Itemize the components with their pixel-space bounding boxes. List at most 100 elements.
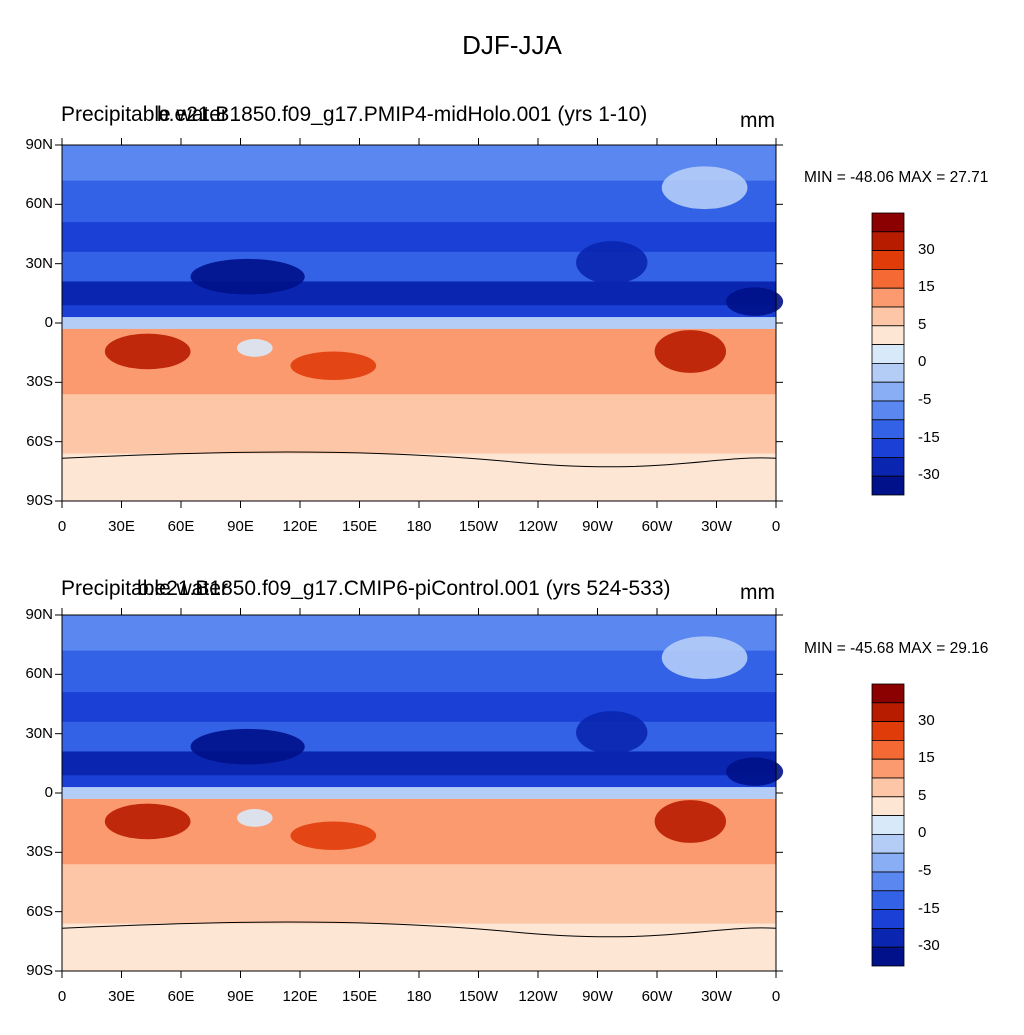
panel-2-units-label: mm	[740, 581, 775, 604]
map-fill-band	[62, 709, 776, 717]
map-fill-band	[62, 721, 776, 729]
map-fill-band	[62, 905, 776, 913]
map-fill-band	[62, 305, 776, 312]
map-fill-band	[62, 311, 776, 318]
colorbar-swatch	[871, 815, 905, 835]
colorbar-swatch	[871, 702, 905, 722]
colorbar-swatch	[871, 456, 905, 477]
map-fill-band	[62, 739, 776, 747]
lon-tick-label: 120W	[518, 518, 558, 535]
map-fill-band	[62, 656, 776, 664]
colorbar-swatch	[871, 777, 905, 798]
map-fill-band	[62, 864, 776, 871]
map-fill-band	[62, 911, 776, 919]
lon-tick-label: 60E	[167, 518, 195, 535]
map-anomaly-region	[104, 333, 191, 370]
panel-2-min-max: MIN = -45.68 MAX = 29.16	[804, 640, 989, 657]
map-fill-band	[62, 733, 776, 741]
map-fill-band	[62, 923, 776, 931]
map-fill-band	[62, 947, 776, 954]
map-fill-band	[62, 935, 776, 942]
lon-tick-label: 0	[57, 518, 67, 535]
map-fill-band	[62, 412, 776, 419]
colorbar-swatch	[871, 362, 905, 383]
map-fill-band	[62, 822, 776, 830]
map-anomaly-region	[654, 800, 727, 843]
colorbar-swatch	[871, 475, 905, 496]
panel-2-variable-label: Precipitable water	[61, 577, 228, 600]
map-fill-band	[62, 787, 776, 794]
map-fill-band	[62, 216, 776, 223]
lat-tick-label: 0	[44, 784, 53, 801]
map-fill-band	[62, 941, 776, 948]
map-fill-band	[62, 489, 776, 496]
map-fill-band	[62, 352, 776, 360]
colorbar-swatch	[871, 740, 905, 760]
map-fill-band	[62, 168, 776, 176]
map-fill-band	[62, 239, 776, 247]
map-fill-band	[62, 281, 776, 288]
map-fill-band	[62, 394, 776, 401]
map-fill-band	[62, 680, 776, 687]
map-anomaly-region	[726, 757, 784, 786]
map-fill-band	[62, 275, 776, 283]
map-fill-band	[62, 650, 776, 658]
map-fill-band	[62, 346, 776, 354]
lon-tick-label: 30W	[701, 518, 732, 535]
lon-tick-label: 180	[406, 518, 432, 535]
map-fill-band	[62, 698, 776, 705]
coastline-antarctica	[61, 451, 777, 468]
map-fill-band	[62, 156, 776, 164]
map-anomaly-region	[576, 241, 648, 284]
map-fill-band	[62, 852, 776, 859]
colorbar-swatch	[871, 946, 905, 967]
colorbar-tick-label: 5	[918, 786, 927, 804]
map-fill-band	[62, 382, 776, 389]
lon-tick-label: 90W	[582, 988, 613, 1005]
map-fill-band	[62, 471, 776, 478]
map-anomaly-region	[236, 339, 273, 357]
map-fill-band	[62, 715, 776, 723]
lon-tick-label: 120E	[282, 518, 318, 535]
lon-tick-label: 60E	[167, 988, 195, 1005]
colorbar-swatch	[871, 250, 905, 270]
map-fill-band	[62, 828, 776, 836]
colorbar-swatch	[871, 400, 905, 421]
colorbar-swatch	[871, 890, 905, 911]
map-fill-band	[62, 317, 776, 324]
map-anomaly-region	[190, 728, 305, 765]
map-fill-band	[62, 751, 776, 758]
colorbar-swatch	[871, 306, 905, 327]
colorbar-tick-label: 30	[918, 711, 935, 729]
map-fill-band	[62, 263, 776, 271]
map-fill-band	[62, 435, 776, 443]
lon-tick-label: 180	[406, 988, 432, 1005]
map-fill-band	[62, 674, 776, 681]
colorbar-tick-label: -30	[918, 937, 940, 955]
map-fill-band	[62, 662, 776, 669]
map-fill-band	[62, 769, 776, 776]
map-fill-band	[62, 483, 776, 490]
lon-tick-label: 60W	[641, 988, 673, 1005]
map-fill-band	[62, 495, 776, 502]
lat-tick-label: 60S	[26, 902, 53, 920]
colorbar-swatch	[871, 833, 905, 854]
lon-tick-label: 0	[771, 988, 781, 1005]
map-fill-band	[62, 834, 776, 842]
map-fill-band	[62, 340, 776, 348]
map-fill-band	[62, 323, 776, 330]
colorbar-swatch	[871, 438, 905, 458]
map-fill-band	[62, 953, 776, 960]
map-anomaly-region	[104, 803, 191, 840]
colorbar-tick-label: 15	[918, 278, 935, 296]
colorbar-tick-label: -5	[918, 391, 932, 408]
lat-tick-label: 30N	[25, 724, 53, 742]
colorbar-swatch	[871, 758, 905, 779]
map-fill-band	[62, 882, 776, 889]
colorbar-swatch	[871, 683, 905, 704]
map-fill-band	[62, 441, 776, 449]
colorbar-tick-label: 5	[918, 315, 927, 333]
lat-tick-label: 30N	[25, 254, 53, 272]
map-fill-band	[62, 228, 776, 235]
map-fill-band	[62, 477, 776, 484]
